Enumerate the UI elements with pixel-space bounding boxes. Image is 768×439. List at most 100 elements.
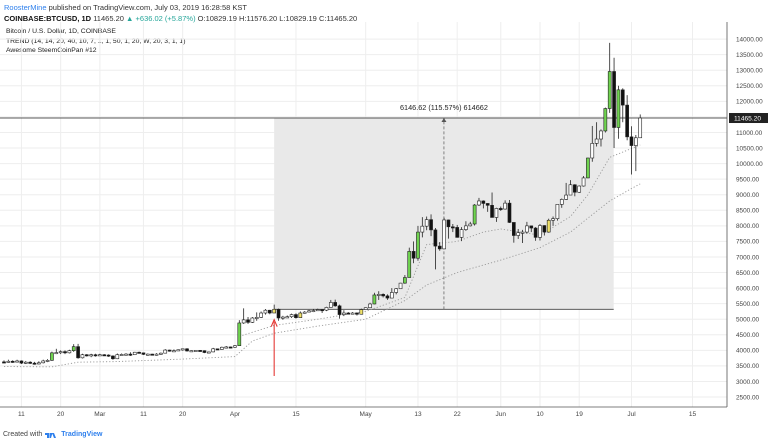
candle bbox=[106, 354, 111, 357]
candle bbox=[202, 350, 207, 354]
candle bbox=[241, 308, 246, 324]
candle bbox=[407, 247, 412, 278]
candle-body bbox=[37, 362, 41, 365]
candle-body bbox=[128, 353, 133, 356]
candle-body bbox=[272, 308, 276, 314]
candle bbox=[490, 192, 494, 218]
candle bbox=[481, 200, 486, 209]
candle-body bbox=[180, 348, 185, 351]
candle-body bbox=[206, 351, 211, 354]
footer-brand[interactable]: TradingView bbox=[61, 431, 103, 438]
candle-body bbox=[577, 185, 582, 193]
y-tick-label: 6000.00 bbox=[736, 285, 760, 292]
candle-body bbox=[389, 292, 394, 299]
candle-body bbox=[516, 232, 521, 236]
candle bbox=[525, 221, 529, 234]
y-tick-label: 10500.00 bbox=[736, 145, 763, 152]
candle-body bbox=[385, 295, 390, 299]
candle bbox=[411, 241, 416, 264]
candle-body bbox=[15, 360, 19, 363]
x-tick-label: 22 bbox=[454, 411, 462, 418]
candle bbox=[263, 308, 268, 315]
candle bbox=[54, 348, 59, 355]
candle bbox=[250, 317, 255, 323]
candle bbox=[246, 317, 250, 324]
candle-body bbox=[32, 362, 37, 365]
candle bbox=[546, 218, 551, 233]
x-tick-label: 15 bbox=[689, 411, 697, 418]
candle bbox=[6, 359, 11, 363]
candle bbox=[498, 206, 503, 211]
candle bbox=[464, 221, 468, 231]
candle bbox=[459, 227, 464, 242]
candle bbox=[446, 219, 451, 239]
candle-body bbox=[420, 225, 425, 233]
candle-body bbox=[455, 227, 460, 238]
candle bbox=[433, 228, 438, 270]
candle-body bbox=[150, 353, 154, 356]
candle-body bbox=[529, 225, 534, 229]
candle-body bbox=[433, 229, 438, 247]
candle-body bbox=[446, 219, 451, 228]
candle bbox=[281, 315, 285, 320]
candle-body bbox=[594, 138, 599, 144]
candle bbox=[442, 217, 446, 250]
y-tick-label: 13500.00 bbox=[736, 52, 763, 59]
candle bbox=[67, 349, 72, 354]
x-tick-label: 20 bbox=[57, 411, 65, 418]
candle bbox=[398, 282, 403, 290]
candle bbox=[512, 222, 516, 243]
candle bbox=[172, 349, 176, 353]
candle bbox=[115, 353, 120, 360]
candle-body bbox=[320, 309, 324, 312]
candle bbox=[389, 288, 394, 299]
candle bbox=[193, 350, 198, 352]
candle bbox=[590, 125, 595, 162]
candle bbox=[437, 242, 442, 251]
candle-body bbox=[115, 354, 120, 360]
candle-body bbox=[50, 352, 54, 361]
candle bbox=[620, 88, 625, 123]
candle-body bbox=[468, 223, 473, 227]
candle bbox=[289, 313, 294, 318]
candle bbox=[542, 225, 547, 236]
x-tick-label: 11 bbox=[18, 411, 25, 418]
candle bbox=[10, 360, 15, 363]
legend-pan: Awesome SteemCoinPan #12 bbox=[6, 47, 97, 54]
candle bbox=[551, 216, 555, 226]
candle bbox=[37, 361, 41, 365]
candle-body bbox=[542, 225, 547, 233]
candle bbox=[58, 350, 63, 355]
candle-body bbox=[28, 361, 32, 364]
close-value: C:11465.20 bbox=[318, 14, 358, 23]
candle-body bbox=[111, 355, 115, 360]
candle bbox=[451, 223, 455, 233]
candle bbox=[586, 157, 590, 179]
candle bbox=[420, 217, 425, 238]
candle bbox=[154, 353, 159, 356]
y-tick-label: 4000.00 bbox=[736, 348, 760, 355]
candle-body bbox=[58, 351, 63, 354]
candle-body bbox=[372, 294, 377, 305]
x-tick-label: 10 bbox=[536, 411, 544, 418]
y-tick-label: 12000.00 bbox=[736, 99, 763, 106]
candle bbox=[176, 349, 181, 352]
legend-trend: TREND (14, 14, 20, 40, 10, 7, 1, 1, 50, … bbox=[6, 37, 186, 45]
candle-body bbox=[54, 352, 59, 355]
y-tick-label: 11000.00 bbox=[736, 130, 763, 137]
candle bbox=[320, 309, 324, 314]
annotation-arrow-head bbox=[270, 318, 278, 327]
candle-body bbox=[346, 312, 351, 315]
author-link[interactable]: RoosterMine bbox=[4, 3, 47, 12]
candle-body bbox=[76, 346, 80, 359]
candle bbox=[529, 225, 534, 233]
x-tick-label: Mar bbox=[94, 411, 106, 418]
candle-body bbox=[512, 222, 516, 236]
candle-body bbox=[612, 71, 616, 128]
candle-body bbox=[119, 354, 124, 356]
candle-body bbox=[376, 294, 381, 296]
candle bbox=[111, 355, 115, 360]
y-tick-label: 5500.00 bbox=[736, 301, 760, 308]
candle bbox=[128, 352, 133, 356]
